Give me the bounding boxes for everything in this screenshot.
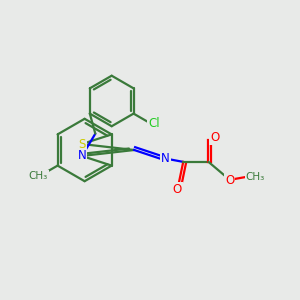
Text: N: N	[78, 149, 86, 163]
Text: S: S	[78, 137, 85, 151]
Text: Cl: Cl	[148, 117, 160, 130]
Text: O: O	[210, 131, 220, 144]
Text: O: O	[173, 183, 182, 196]
Text: N: N	[161, 152, 170, 164]
Text: CH₃: CH₃	[28, 171, 48, 181]
Text: O: O	[225, 173, 235, 187]
Text: CH₃: CH₃	[246, 172, 265, 182]
